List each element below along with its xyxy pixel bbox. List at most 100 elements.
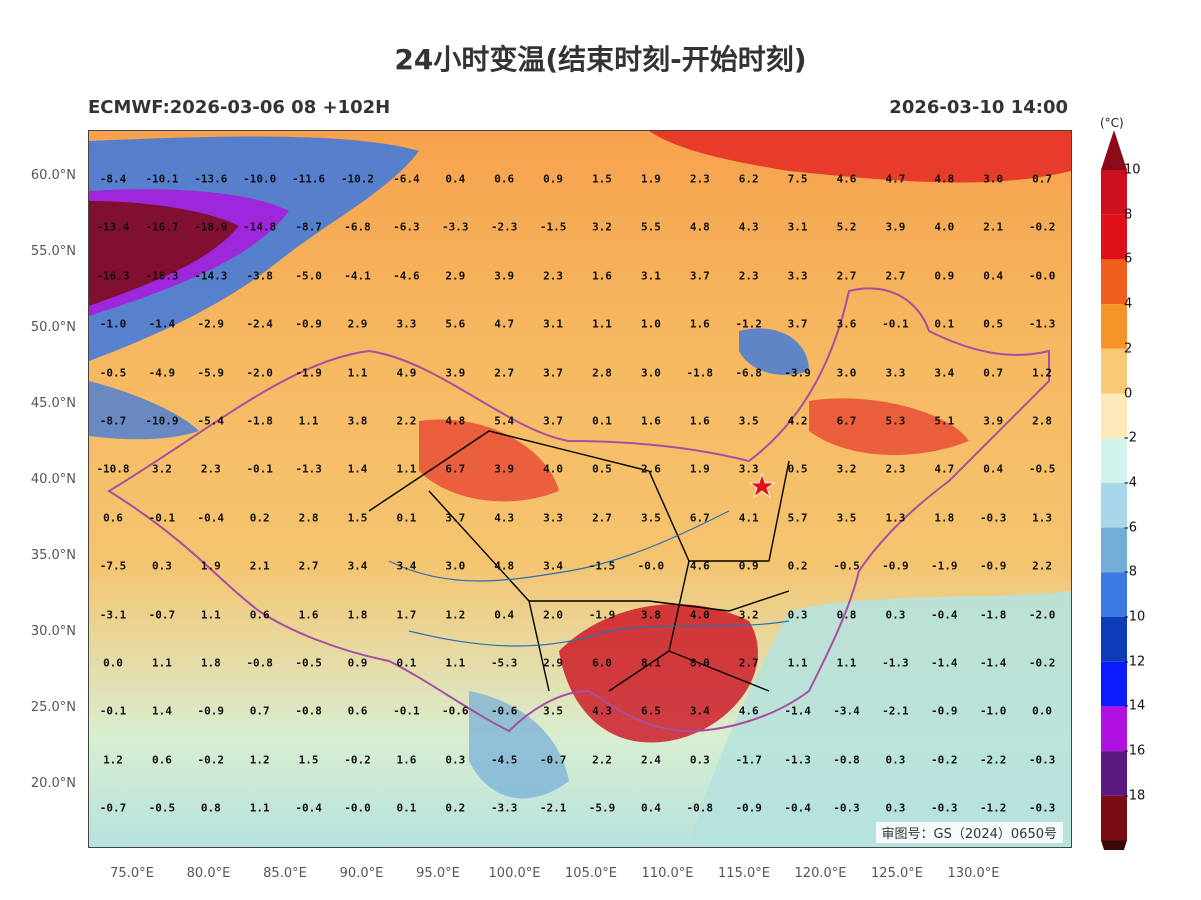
grid-value: 4.3 bbox=[494, 511, 515, 525]
grid-value: 3.0 bbox=[445, 559, 466, 573]
grid-value: 3.1 bbox=[640, 269, 661, 283]
grid-value: -0.0 bbox=[344, 801, 371, 815]
grid-value: 0.1 bbox=[592, 414, 612, 428]
grid-value: -5.9 bbox=[588, 801, 616, 815]
grid-value: 2.3 bbox=[885, 462, 906, 476]
grid-value: 0.2 bbox=[249, 511, 270, 525]
colorbar-tick-label: -14 bbox=[1124, 698, 1146, 714]
colorbar-segment bbox=[1101, 617, 1127, 662]
grid-value: -3.3 bbox=[490, 801, 518, 815]
grid-value: 4.9 bbox=[396, 366, 417, 380]
grid-value: 1.2 bbox=[249, 753, 270, 767]
grid-value: -0.0 bbox=[1028, 269, 1056, 283]
grid-value: 2.3 bbox=[200, 462, 221, 476]
grid-value: -0.4 bbox=[784, 801, 811, 815]
latitude-tick-label: 25.0°N bbox=[30, 700, 76, 715]
grid-value: 0.2 bbox=[787, 559, 808, 573]
grid-value: 0.6 bbox=[494, 172, 515, 186]
latitude-tick-label: 60.0°N bbox=[30, 168, 76, 183]
grid-value: 0.3 bbox=[787, 608, 808, 622]
latitude-tick-label: 50.0°N bbox=[30, 320, 76, 335]
grid-value: -2.3 bbox=[490, 220, 518, 234]
grid-value: -2.0 bbox=[246, 366, 273, 380]
grid-value: 0.9 bbox=[347, 656, 368, 670]
grid-value: -8.7 bbox=[99, 414, 127, 428]
grid-value: -0.9 bbox=[735, 801, 762, 815]
grid-value: 3.4 bbox=[396, 559, 417, 573]
colorbar-min-arrow bbox=[1101, 840, 1127, 850]
grid-value: 2.8 bbox=[298, 511, 319, 525]
grid-value: 1.8 bbox=[347, 608, 368, 622]
grid-value: 0.4 bbox=[640, 801, 661, 815]
grid-value: -0.8 bbox=[295, 704, 322, 718]
colorbar-tick-label: 4 bbox=[1124, 296, 1133, 312]
map-fill-layer bbox=[89, 131, 1071, 847]
grid-value: 2.8 bbox=[1032, 414, 1053, 428]
grid-value: 2.4 bbox=[640, 753, 661, 767]
grid-value: -16.7 bbox=[145, 220, 179, 234]
grid-value: -1.8 bbox=[246, 414, 273, 428]
grid-value: -0.4 bbox=[295, 801, 322, 815]
grid-value: 1.6 bbox=[592, 269, 612, 283]
grid-value: -2.4 bbox=[246, 317, 273, 331]
grid-value: 4.3 bbox=[738, 220, 759, 234]
grid-value: 8.0 bbox=[689, 656, 710, 670]
grid-value: 0.3 bbox=[885, 753, 906, 767]
grid-value: 1.2 bbox=[445, 608, 466, 622]
grid-value: -6.4 bbox=[393, 172, 420, 186]
grid-value: 3.3 bbox=[543, 511, 564, 525]
grid-value: -10.9 bbox=[145, 414, 179, 428]
warm-region-central bbox=[419, 419, 559, 502]
grid-value: -0.2 bbox=[1028, 656, 1056, 670]
grid-value: -0.2 bbox=[197, 753, 225, 767]
grid-value: -1.2 bbox=[735, 317, 762, 331]
grid-value: -7.5 bbox=[99, 559, 127, 573]
grid-value: 3.5 bbox=[738, 414, 759, 428]
grid-value: 0.5 bbox=[592, 462, 612, 476]
grid-value: -1.9 bbox=[931, 559, 958, 573]
grid-value: 1.9 bbox=[689, 462, 710, 476]
grid-value: 1.1 bbox=[396, 462, 417, 476]
grid-value: -0.9 bbox=[931, 704, 958, 718]
grid-value: 0.3 bbox=[445, 753, 466, 767]
grid-value: 0.8 bbox=[200, 801, 221, 815]
longitude-tick-label: 95.0°E bbox=[416, 866, 460, 881]
colorbar-unit: (°C) bbox=[1100, 116, 1124, 130]
grid-value: 3.0 bbox=[836, 366, 857, 380]
colorbar-segment bbox=[1101, 661, 1127, 707]
grid-value: 4.2 bbox=[787, 414, 808, 428]
grid-value: 3.0 bbox=[640, 366, 661, 380]
colorbar-tick-label: -16 bbox=[1124, 743, 1146, 759]
colorbar-segment bbox=[1101, 482, 1127, 528]
grid-value: 3.2 bbox=[151, 462, 172, 476]
grid-value: 2.9 bbox=[543, 656, 564, 670]
grid-value: 2.7 bbox=[885, 269, 906, 283]
grid-value: 0.6 bbox=[103, 511, 123, 525]
grid-value: 3.9 bbox=[885, 220, 906, 234]
grid-value: 3.1 bbox=[543, 317, 564, 331]
grid-value: 1.7 bbox=[396, 608, 417, 622]
grid-value: 3.5 bbox=[640, 511, 661, 525]
grid-value: -1.0 bbox=[99, 317, 127, 331]
grid-value: 3.5 bbox=[543, 704, 564, 718]
grid-value: 3.7 bbox=[543, 366, 564, 380]
grid-value: -0.0 bbox=[637, 559, 665, 573]
grid-value: 0.1 bbox=[396, 801, 417, 815]
grid-value: -0.1 bbox=[882, 317, 909, 331]
grid-value: -2.1 bbox=[882, 704, 909, 718]
grid-value: 0.0 bbox=[1032, 704, 1053, 718]
latitude-tick-label: 35.0°N bbox=[30, 548, 76, 563]
grid-value: 0.1 bbox=[396, 656, 417, 670]
grid-value: -0.8 bbox=[833, 753, 860, 767]
grid-value: 2.8 bbox=[592, 366, 612, 380]
grid-value: 3.0 bbox=[983, 172, 1004, 186]
grid-value: 0.4 bbox=[983, 462, 1004, 476]
grid-value: 2.9 bbox=[445, 269, 466, 283]
cool-spot-northeast bbox=[739, 328, 809, 375]
grid-value: -10.8 bbox=[96, 462, 130, 476]
model-run-label: ECMWF:2026-03-06 08 +102H bbox=[88, 97, 391, 118]
colorbar-tick-label: -2 bbox=[1124, 430, 1137, 446]
colorbar-tick-label: -18 bbox=[1124, 788, 1146, 804]
grid-value: 6.5 bbox=[640, 704, 661, 718]
longitude-tick-label: 130.0°E bbox=[947, 866, 1000, 881]
